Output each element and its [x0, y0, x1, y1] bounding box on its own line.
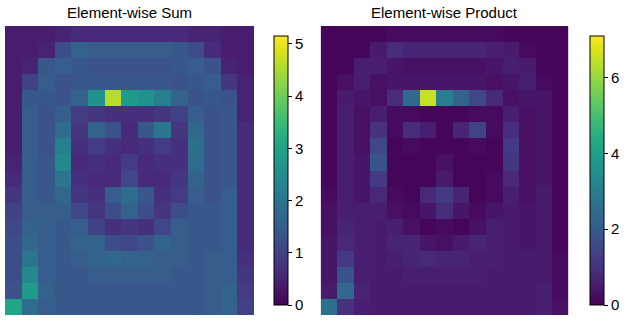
- svg-text:5: 5: [295, 35, 303, 52]
- svg-text:6: 6: [611, 69, 619, 86]
- svg-text:2: 2: [295, 192, 303, 209]
- svg-text:2: 2: [611, 220, 619, 237]
- svg-text:3: 3: [295, 140, 303, 157]
- svg-text:4: 4: [295, 87, 303, 104]
- svg-text:4: 4: [611, 145, 619, 162]
- svg-text:Element-wise Product: Element-wise Product: [371, 4, 518, 21]
- svg-text:0: 0: [611, 296, 619, 313]
- svg-text:Element-wise Sum: Element-wise Sum: [67, 4, 192, 21]
- svg-text:1: 1: [295, 244, 303, 261]
- svg-text:0: 0: [295, 296, 303, 313]
